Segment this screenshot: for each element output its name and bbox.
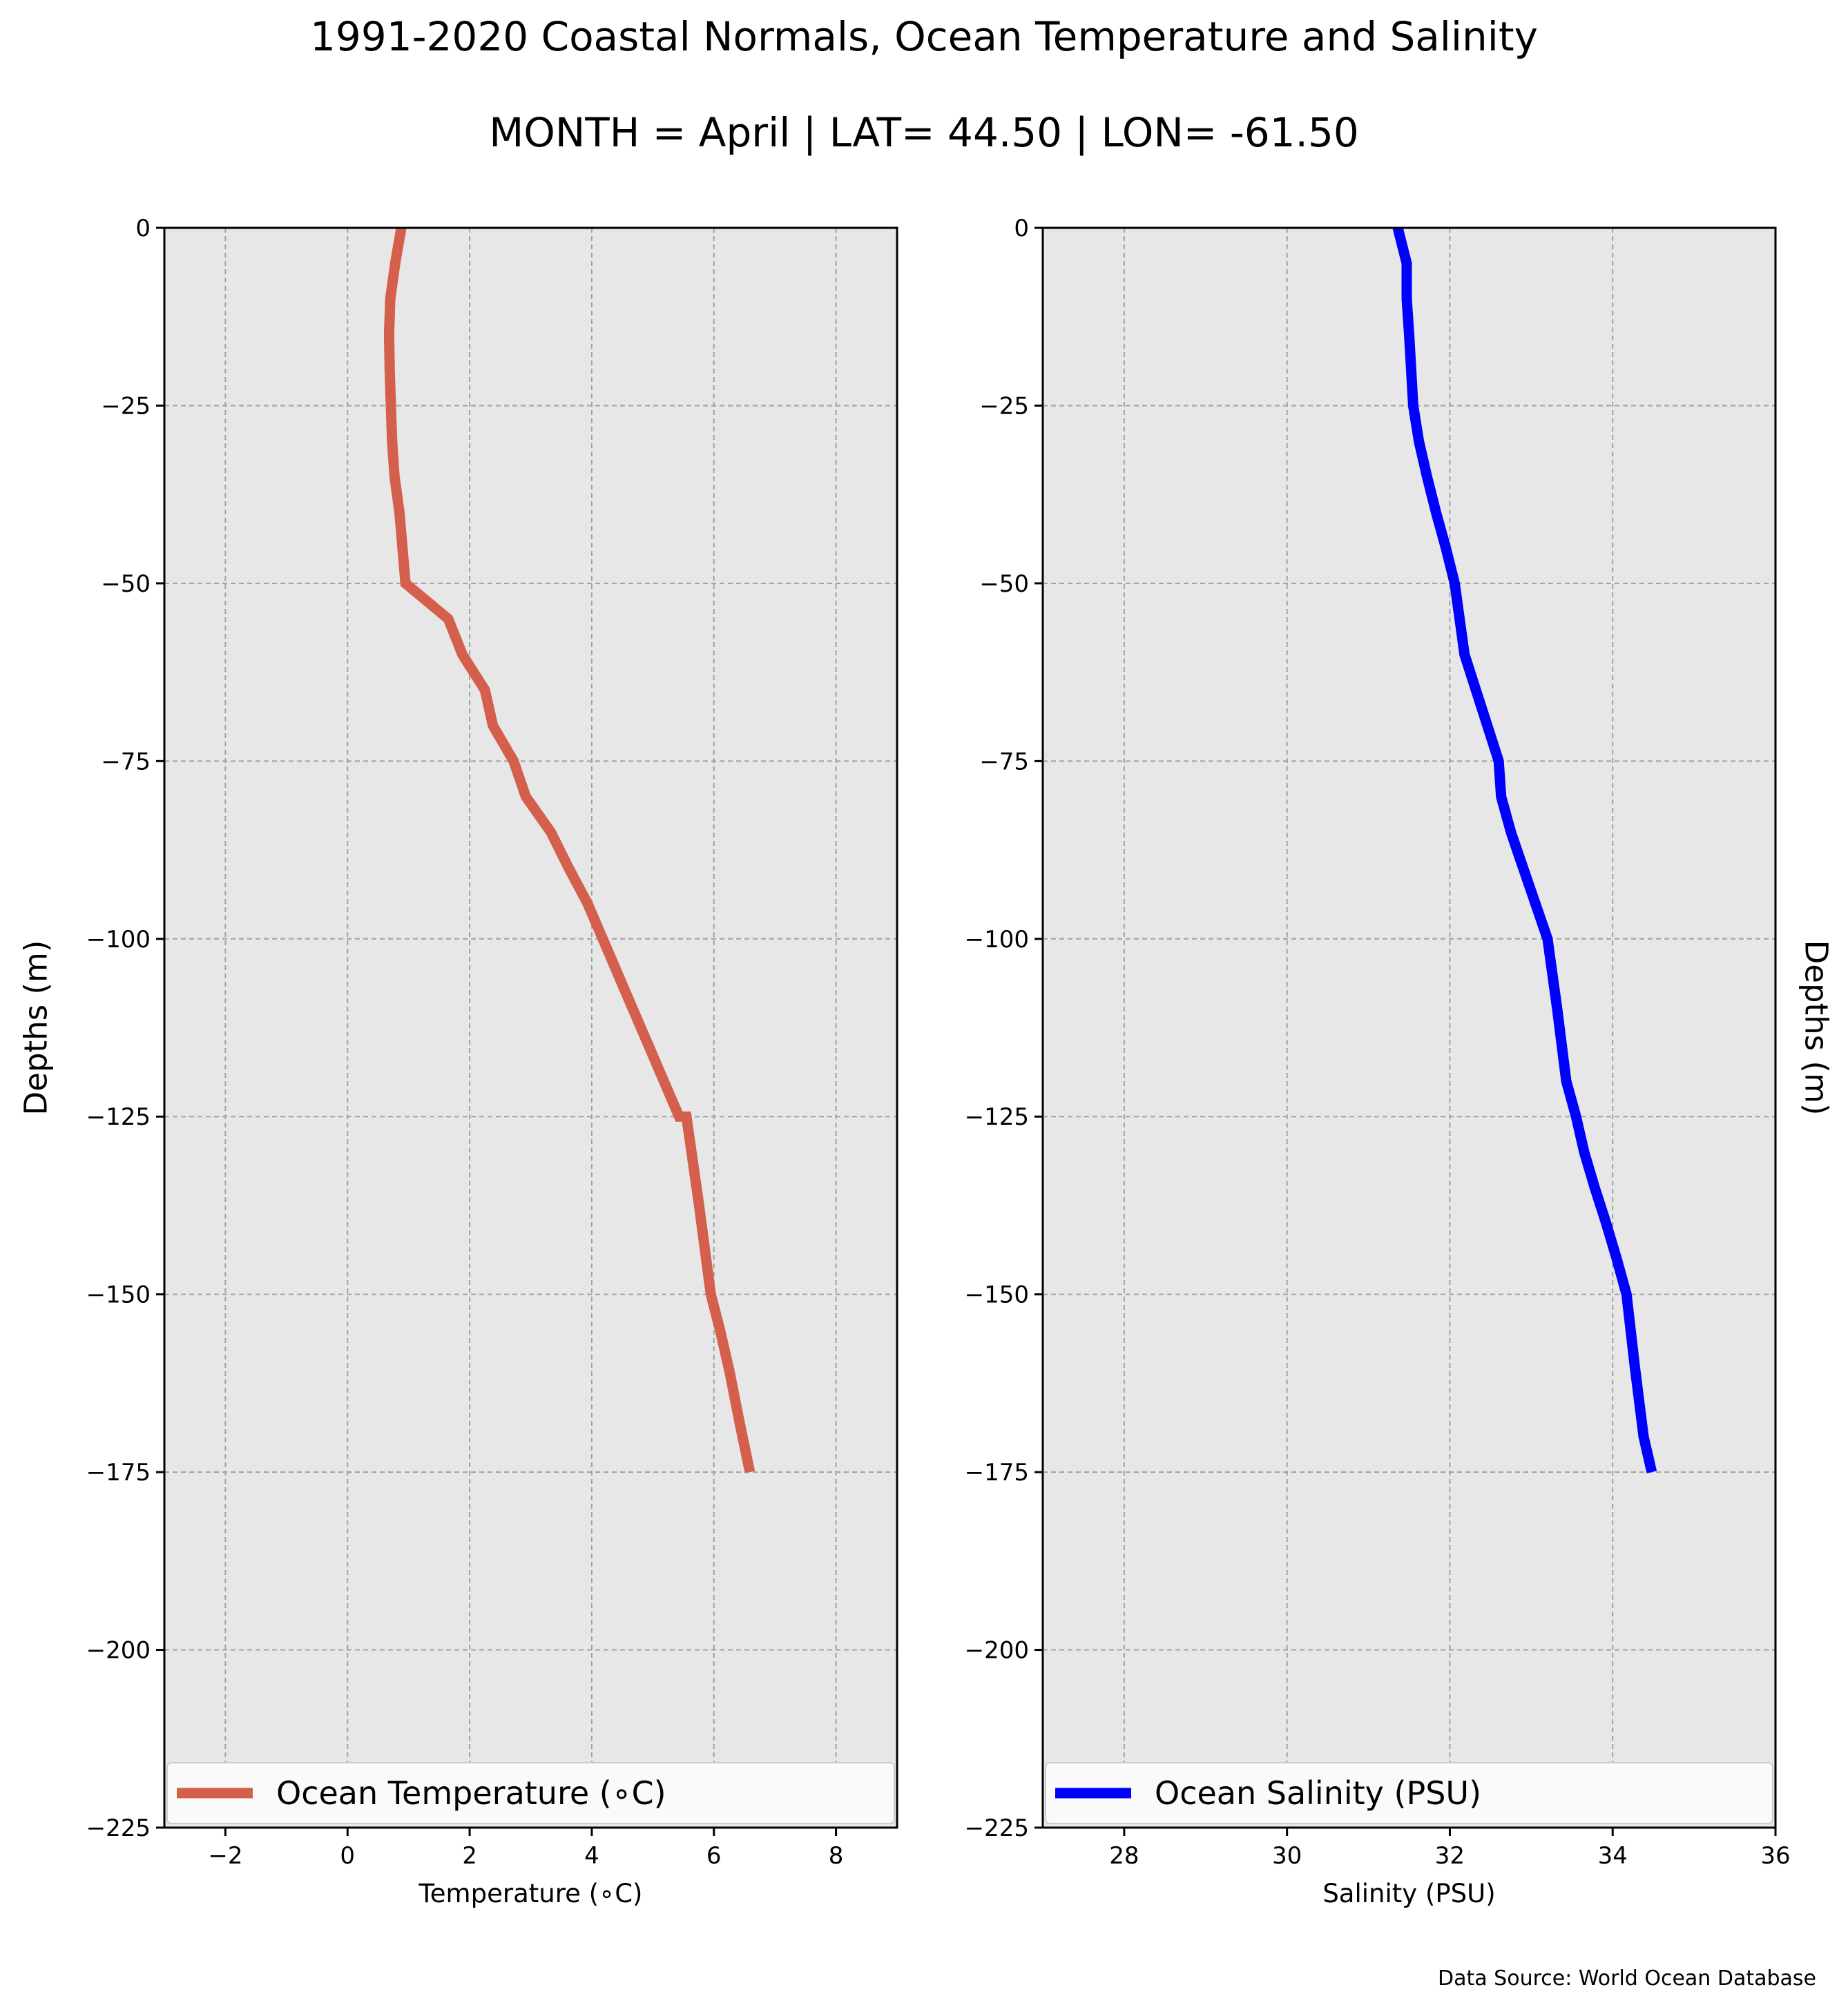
temperature-y-tick-label: −50 [101,570,151,598]
temperature-series-line [383,226,755,1473]
temperature-x-axis-label: Temperature (∘C) [418,1879,642,1908]
temperature-y-tick-label: −25 [101,392,151,420]
salinity-y-tick-label: 0 [1014,215,1029,242]
temperature-y-axis-label: Depths (m) [18,940,55,1116]
salinity-legend-box [1045,1762,1773,1824]
salinity-y-tick-label: −175 [965,1459,1029,1487]
figure-title-line1: 1991-2020 Coastal Normals, Ocean Tempera… [310,13,1538,60]
salinity-y-tick-label: −150 [965,1281,1029,1309]
salinity-y-tick-label: −25 [979,392,1029,420]
temperature-x-tick-label: −2 [208,1842,242,1870]
salinity-y-tick-label: −125 [965,1103,1029,1131]
salinity-x-tick-label: 32 [1435,1842,1465,1870]
temperature-y-tick-label: −75 [101,748,151,775]
temperature-x-tick-label: 4 [584,1842,599,1870]
temperature-y-tick-label: −200 [86,1637,151,1665]
salinity-plot-area [1043,228,1775,1828]
data-source-note: Data Source: World Ocean Database [1438,1966,1816,1991]
temperature-x-tick-label: 8 [829,1842,844,1870]
salinity-x-tick-label: 30 [1272,1842,1302,1870]
temperature-legend-label: Ocean Temperature (∘C) [276,1774,666,1812]
figure-title-line2: MONTH = April | LAT= 44.50 | LON= -61.50 [489,109,1359,156]
temperature-y-tick-label: −100 [86,926,151,954]
salinity-legend-label: Ocean Salinity (PSU) [1155,1774,1481,1812]
salinity-y-tick-label: −75 [979,748,1029,775]
temperature-x-tick-label: 2 [462,1842,477,1870]
salinity-axes-frame [1041,226,1777,1829]
temperature-x-tick-label: 0 [340,1842,355,1870]
salinity-y-tick-label: −225 [965,1815,1029,1842]
salinity-y-tick-label: −50 [979,570,1029,598]
temperature-y-tick-label: −175 [86,1459,151,1487]
salinity-series-line [1392,226,1657,1473]
temperature-y-tick-label: 0 [135,215,151,242]
temperature-axes-frame [163,226,898,1829]
salinity-x-tick-label: 36 [1760,1842,1790,1870]
salinity-x-axis-label: Salinity (PSU) [1322,1879,1495,1908]
salinity-y-tick-label: −200 [965,1637,1029,1665]
temperature-panel: Ocean Temperature (∘C) −2 0 2 4 6 8 0 −25 −50 −75 −… [18,215,898,1908]
salinity-panel: Ocean Salinity (PSU) 28 30 32 34 36 0 −25 −50 −75… [965,215,1835,1908]
salinity-x-tick-label: 34 [1598,1842,1628,1870]
temperature-y-tick-label: −125 [86,1103,151,1131]
temperature-y-tick-label: −150 [86,1281,151,1309]
salinity-y-tick-label: −100 [965,926,1029,954]
temperature-plot-area [164,228,897,1828]
temperature-legend-box [166,1762,895,1824]
salinity-x-tick-label: 28 [1109,1842,1139,1870]
salinity-y-axis-label: Depths (m) [1798,940,1835,1116]
temperature-x-tick-label: 6 [706,1842,722,1870]
temperature-y-tick-label: −225 [86,1815,151,1842]
